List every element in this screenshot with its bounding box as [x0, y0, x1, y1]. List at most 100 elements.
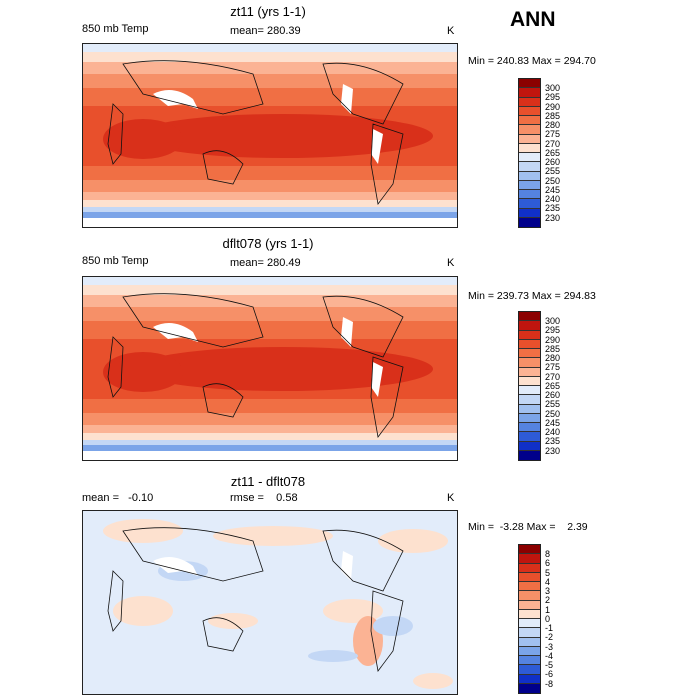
colorbar-swatch [519, 572, 540, 582]
colorbar-swatch [519, 199, 540, 209]
colorbar-swatch [519, 125, 540, 135]
panel-3-colorbar [518, 544, 541, 694]
panel-1-temperature-field [83, 44, 457, 227]
panel-2-map [82, 276, 458, 461]
colorbar-tick-label: 270 [545, 138, 561, 149]
season-label: ANN [510, 8, 556, 31]
colorbar-swatch [519, 171, 540, 181]
colorbar-swatch [519, 106, 540, 116]
colorbar-swatch [519, 591, 540, 601]
colorbar-swatch [519, 190, 540, 200]
panel-3-units: K [447, 492, 455, 504]
colorbar-tick-label: -3 [545, 641, 554, 652]
colorbar-tick-label: 250 [545, 175, 561, 186]
colorbar-tick-label: 8 [545, 549, 551, 559]
colorbar-tick-label: 290 [545, 334, 561, 345]
colorbar-tick-label: -4 [545, 650, 554, 661]
colorbar-tick-label: -6 [545, 669, 554, 680]
colorbar-swatch [519, 376, 540, 386]
colorbar-swatch [519, 321, 540, 331]
colorbar-swatch [519, 143, 540, 153]
colorbar-tick-label: 270 [545, 371, 561, 382]
colorbar-tick-label: 0 [545, 613, 551, 624]
colorbar-tick-label: 6 [545, 558, 551, 569]
colorbar-swatch [519, 339, 540, 349]
colorbar-tick-label: 235 [545, 203, 561, 214]
colorbar-swatch [519, 628, 540, 638]
colorbar-tick-label: 5 [545, 567, 551, 578]
colorbar-swatch [519, 413, 540, 423]
colorbar-tick-label: 240 [545, 194, 561, 204]
colorbar-swatch [519, 404, 540, 414]
colorbar-tick-label: 255 [545, 399, 561, 410]
colorbar-swatch [519, 386, 540, 396]
colorbar-tick-label: 260 [545, 157, 561, 167]
colorbar-swatch [519, 432, 540, 442]
panel-1-title: zt11 (yrs 1-1) [230, 4, 306, 19]
panel-2-colorbar [518, 311, 541, 461]
colorbar-tick-label: 285 [545, 110, 561, 121]
panel-2-temperature-field [83, 277, 457, 460]
colorbar-swatch [519, 563, 540, 573]
colorbar-swatch [519, 637, 540, 647]
colorbar-tick-label: 255 [545, 166, 561, 177]
colorbar-swatch [519, 116, 540, 126]
colorbar-tick-label: 245 [545, 417, 561, 428]
colorbar-tick-label: 2 [545, 595, 551, 606]
panel-2-mean-label: mean= 280.49 [230, 257, 301, 269]
colorbar-tick-label: 230 [545, 212, 561, 223]
panel-3-minmax: Min = -3.28 Max = 2.39 [468, 521, 588, 533]
colorbar-tick-label: 1 [545, 604, 551, 615]
colorbar-swatch [519, 134, 540, 144]
colorbar-tick-label: 235 [545, 436, 561, 447]
panel-2-variable-label: 850 mb Temp [82, 255, 149, 267]
colorbar-swatch [519, 554, 540, 564]
colorbar-tick-label: 250 [545, 408, 561, 419]
panel-1-mean-label: mean= 280.39 [230, 25, 301, 37]
colorbar-swatch [519, 423, 540, 433]
colorbar-tick-label: 275 [545, 362, 561, 373]
colorbar-swatch [519, 665, 540, 675]
colorbar-tick-label: 300 [545, 316, 561, 326]
colorbar-swatch [519, 358, 540, 368]
panel-1-variable-label: 850 mb Temp [82, 23, 149, 35]
colorbar-tick-label: 295 [545, 325, 561, 336]
colorbar-tick-label: 240 [545, 427, 561, 437]
colorbar-swatch [519, 395, 540, 405]
colorbar-swatch [519, 619, 540, 629]
colorbar-swatch [519, 656, 540, 666]
colorbar-tick-label: 280 [545, 353, 561, 363]
colorbar-tick-label: 275 [545, 129, 561, 140]
colorbar-tick-label: 230 [545, 445, 561, 456]
colorbar-swatch [519, 367, 540, 377]
colorbar-swatch [519, 683, 540, 693]
colorbar-swatch [519, 217, 540, 227]
panel-1-minmax: Min = 240.83 Max = 294.70 [468, 55, 596, 67]
colorbar-tick-label: -1 [545, 623, 554, 633]
colorbar-tick-label: -5 [545, 660, 554, 670]
colorbar-swatch [519, 582, 540, 592]
panel-3-mean-label: mean = -0.10 [82, 492, 154, 504]
colorbar-swatch [519, 312, 540, 322]
panel-1-map [82, 43, 458, 228]
colorbar-swatch [519, 349, 540, 359]
colorbar-tick-label: 265 [545, 147, 561, 158]
panel-3-difference-field [83, 511, 457, 694]
colorbar-tick-label: 280 [545, 120, 561, 130]
colorbar-swatch [519, 600, 540, 610]
panel-3-title: zt11 - dflt078 [230, 474, 306, 489]
colorbar-swatch [519, 646, 540, 656]
panel-1-colorbar [518, 78, 541, 228]
colorbar-tick-label: 3 [545, 586, 551, 596]
colorbar-swatch [519, 609, 540, 619]
panel-2-minmax: Min = 239.73 Max = 294.83 [468, 290, 596, 302]
panel-3-colorbar-ticks: 8 6 5 4 3 2 1 0 -1 -2 -3 -4 -5 -6 -8 [545, 549, 554, 689]
colorbar-tick-label: -8 [545, 678, 554, 689]
panel-2-units: K [447, 257, 455, 269]
colorbar-swatch [519, 208, 540, 218]
panel-1-units: K [447, 25, 455, 37]
colorbar-tick-label: -2 [545, 632, 554, 643]
colorbar-tick-label: 285 [545, 343, 561, 354]
colorbar-tick-label: 265 [545, 380, 561, 391]
colorbar-swatch [519, 79, 540, 89]
